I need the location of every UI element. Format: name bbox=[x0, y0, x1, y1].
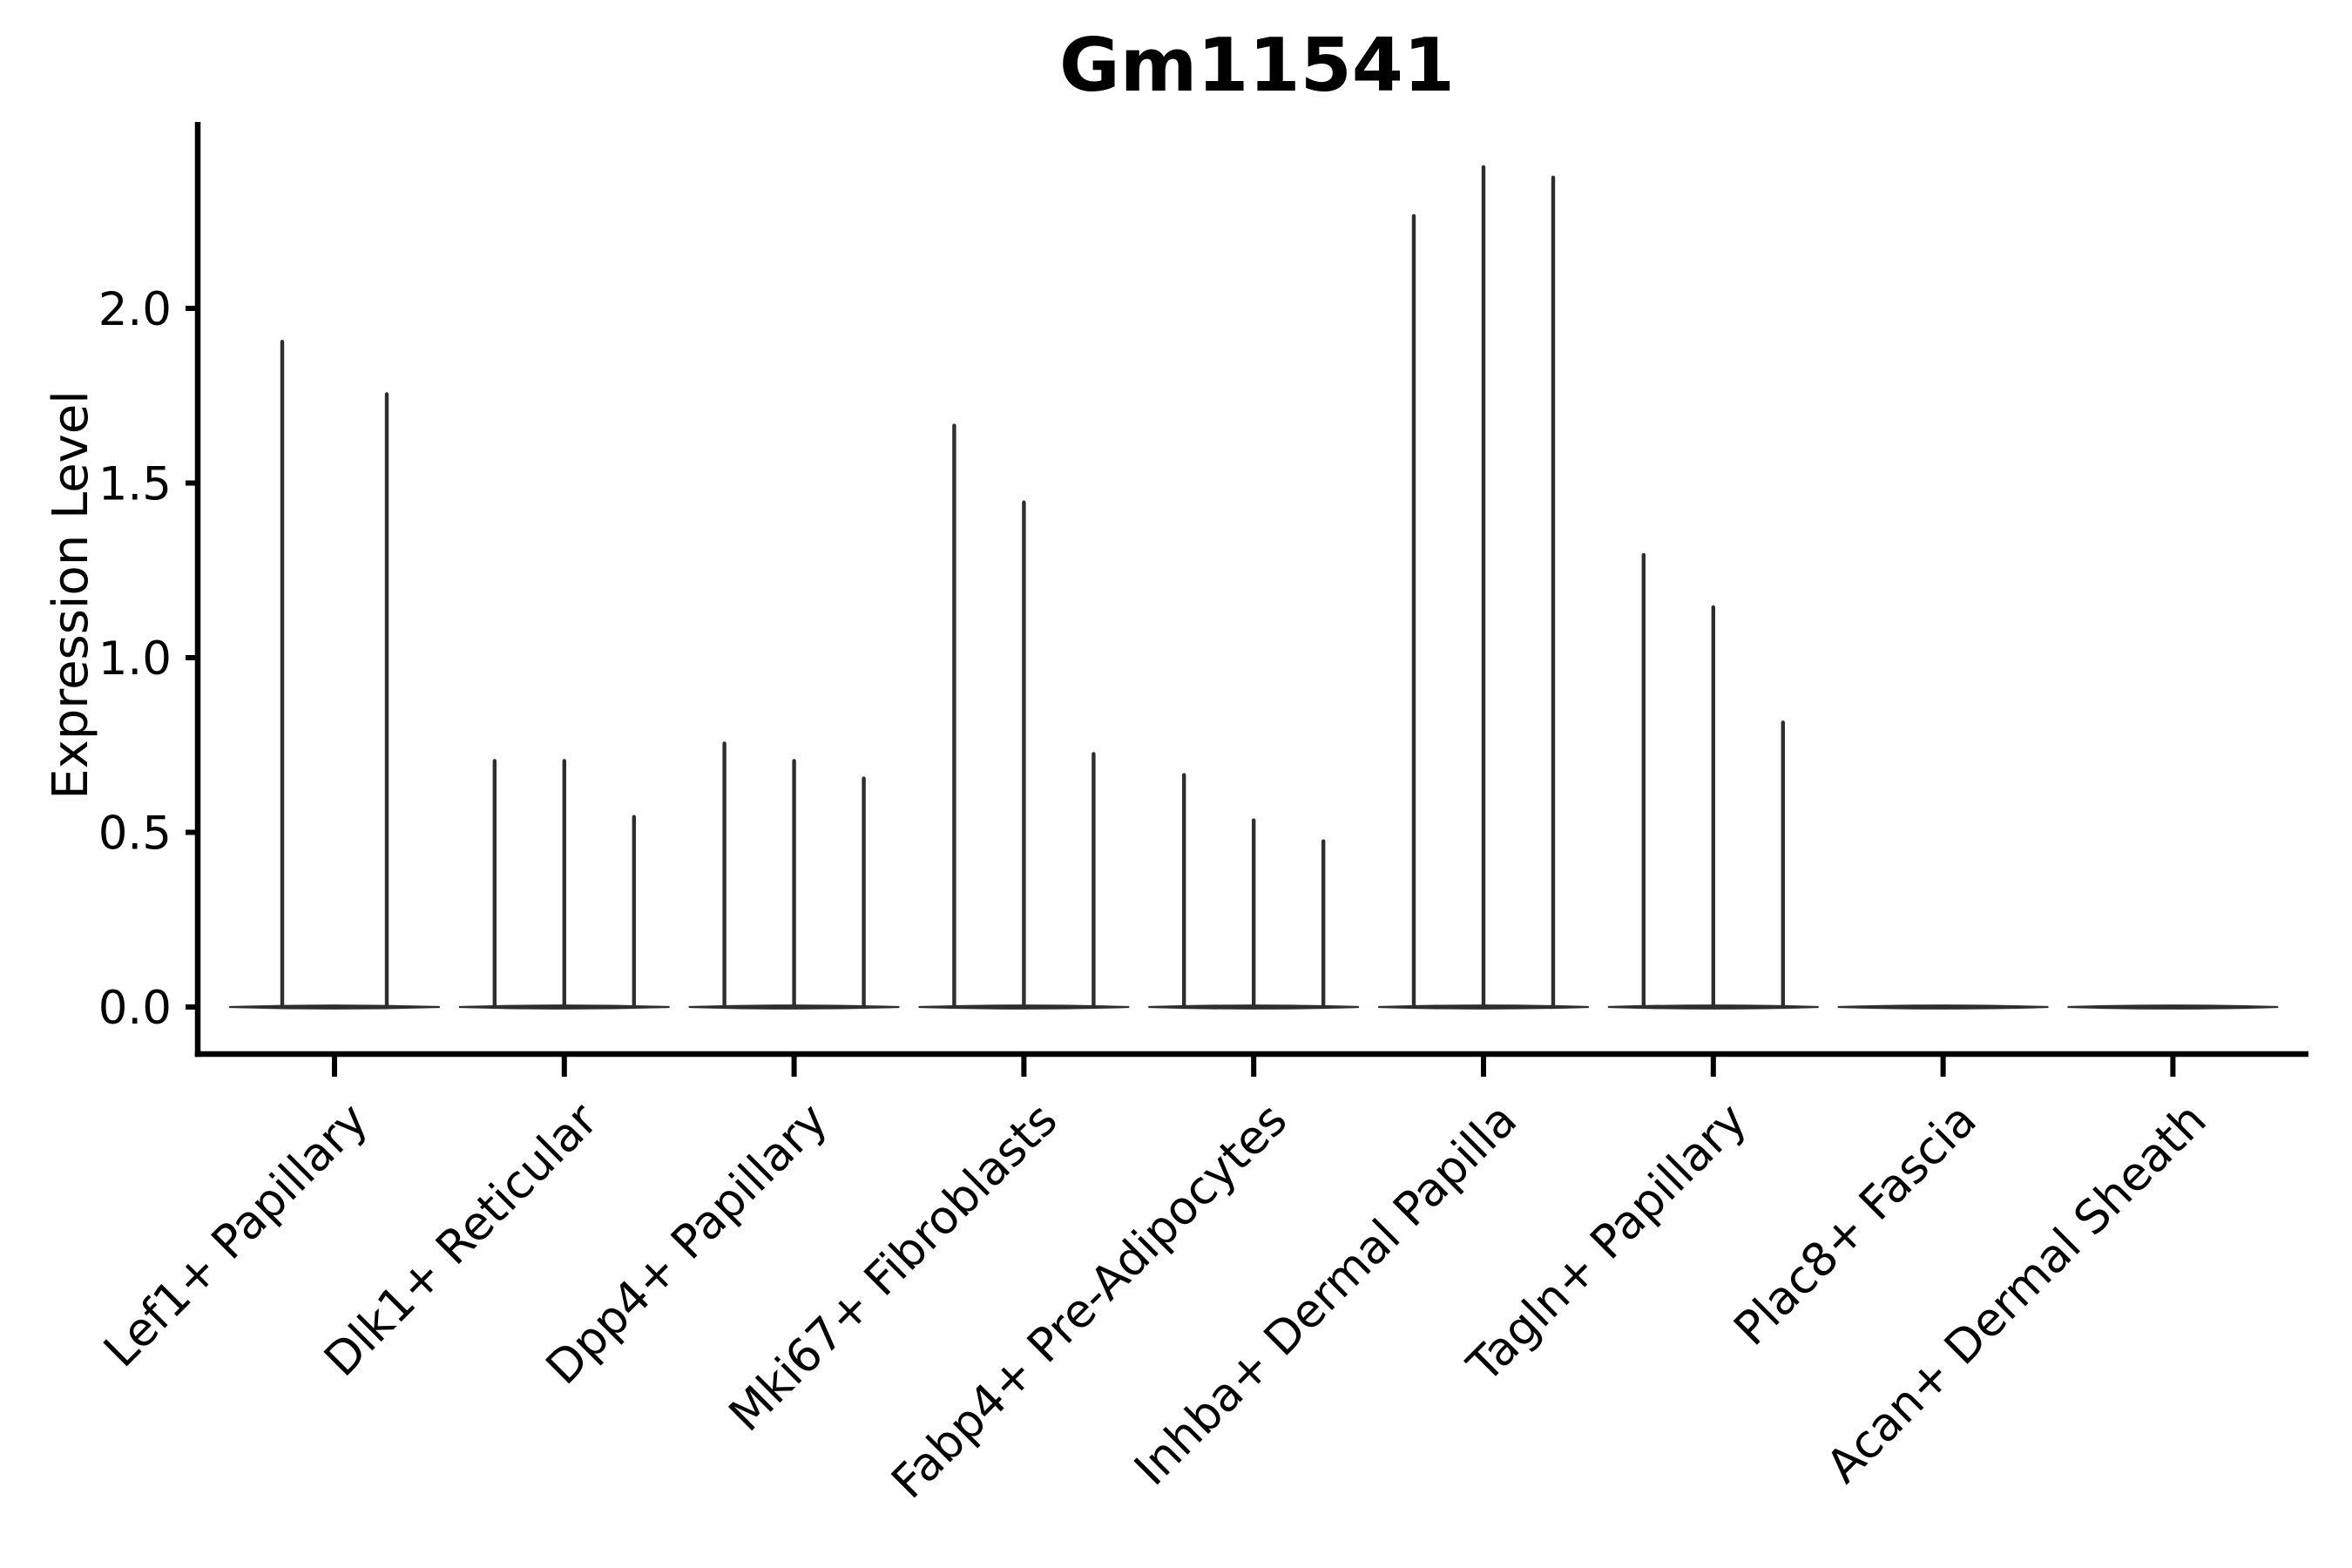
violin-baseline bbox=[228, 1004, 441, 1010]
x-tick-label: Acan+ Dermal Sheath bbox=[1816, 1093, 2216, 1493]
y-tick-label: 0.0 bbox=[98, 982, 172, 1035]
violins-layer bbox=[228, 165, 2279, 1010]
x-tick-label: Plac8+ Fascia bbox=[1724, 1093, 1986, 1355]
x-tick-label: Fabp4+ Pre-Adipocytes bbox=[882, 1093, 1297, 1509]
y-tick-label: 1.0 bbox=[98, 632, 172, 686]
x-tick-label: Inhba+ Dermal Papilla bbox=[1125, 1093, 1527, 1496]
y-tick-label: 1.5 bbox=[98, 458, 172, 511]
violin-baseline bbox=[1837, 1004, 2049, 1010]
y-tick-label: 2.0 bbox=[98, 283, 172, 336]
chart-title: Gm11541 bbox=[1059, 23, 1455, 109]
y-axis-label: Expression Level bbox=[43, 390, 99, 800]
y-tick-label: 0.5 bbox=[98, 808, 172, 861]
violin-baseline bbox=[2067, 1004, 2279, 1010]
